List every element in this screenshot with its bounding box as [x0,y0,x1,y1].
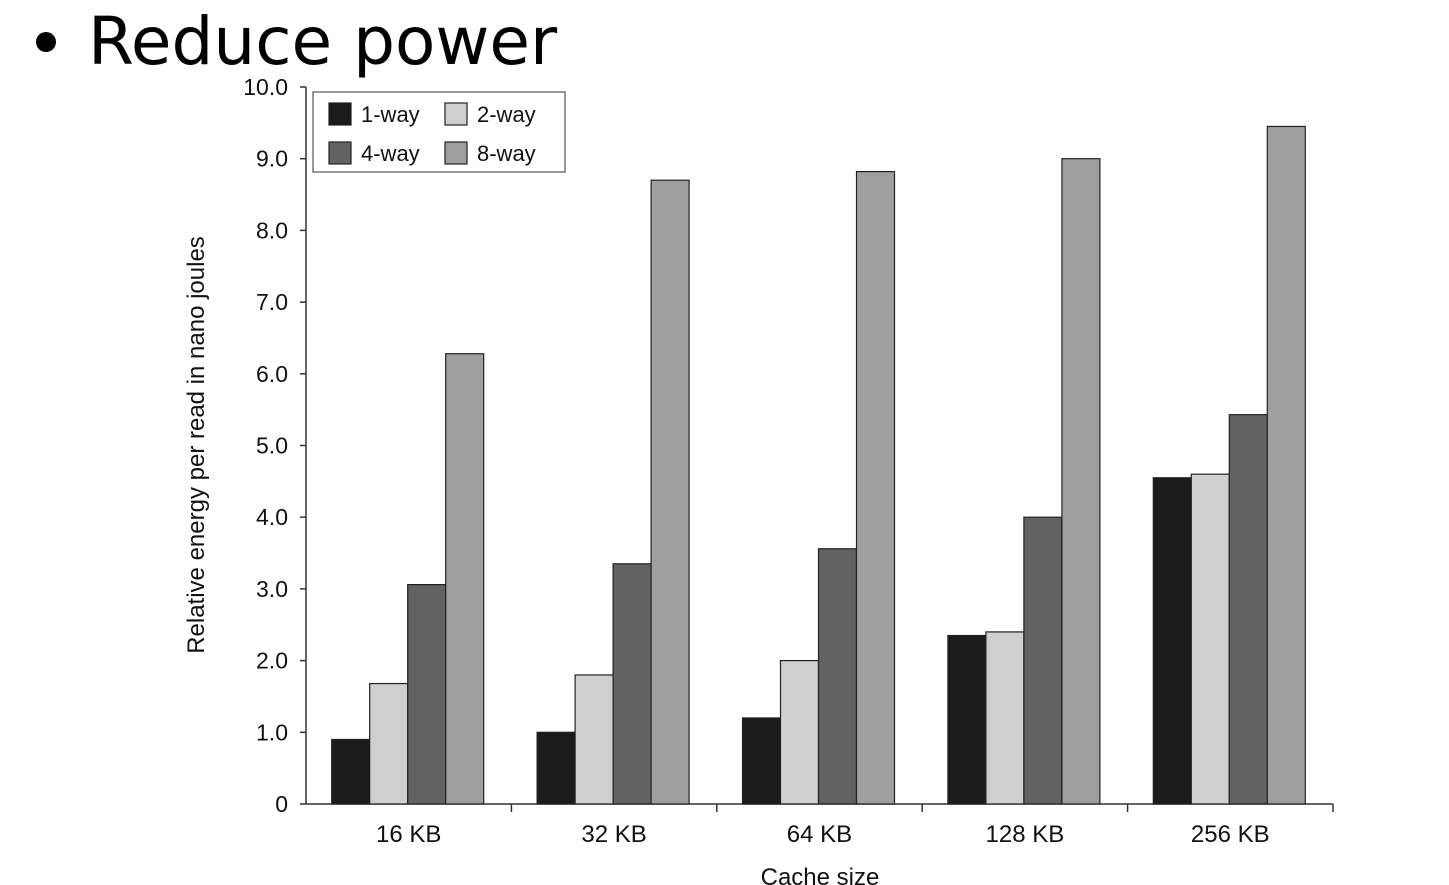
bar-2-way [779,659,820,805]
bar-4-way [407,583,447,805]
chart-legend: 1-way 2-way 4-way 8-way [312,91,566,173]
slide-heading: Reduce power [88,3,558,80]
legend-box [312,91,566,173]
y-tick-label: 6.0 [256,361,288,387]
bar-2-way [1190,473,1230,805]
bar-4-way [1023,516,1063,805]
y-tick-label: 10.0 [243,74,288,100]
legend-swatch [444,141,468,165]
y-tick-label: 8.0 [256,217,288,243]
bar-4-way [817,548,858,805]
legend-label: 2-way [477,102,536,127]
bullet-point: Reduce power [36,2,557,82]
legend-swatch [328,102,352,126]
y-tick-label: 3.0 [256,576,288,602]
bar-2-way [985,631,1025,805]
legend-label: 4-way [361,141,420,166]
x-axis-title: Cache size [761,864,880,885]
y-axis-title: Relative energy per read in nano joules [183,236,210,654]
y-tick-label: 2.0 [256,648,288,674]
bar-1-way [331,738,371,805]
y-tick-label: 5.0 [256,433,288,459]
y-tick-label: 9.0 [256,146,288,172]
bar-8-way [1266,125,1306,805]
bar-1-way [536,731,576,805]
chart-bars [331,125,1306,805]
legend-label: 1-way [361,102,420,127]
x-tick-label: 16 KB [376,821,441,848]
bar-1-way [741,717,782,805]
y-tick-label: 7.0 [256,289,288,315]
bar-8-way [650,179,690,805]
legend-swatch [444,102,468,126]
bullet-icon [36,32,56,52]
bar-1-way [1152,477,1192,805]
bar-1-way [947,634,987,805]
bar-8-way [445,353,485,805]
legend-swatch [328,141,352,165]
bar-4-way [612,563,652,805]
legend-label: 8-way [477,141,536,166]
x-tick-label: 64 KB [787,821,852,848]
y-tick-label: 1.0 [256,719,288,745]
x-tick-label: 32 KB [581,821,646,848]
x-tick-label: 128 KB [986,821,1065,848]
y-tick-label: 0 [275,791,288,817]
bar-8-way [1061,158,1101,805]
bar-2-way [574,674,614,805]
chart-axes: 0 1.0 2.0 3.0 4.0 5.0 6.0 7.0 8.0 9.0 10.0 16 KB 32 … [243,74,1334,848]
x-tick-label: 256 KB [1191,821,1270,848]
bar-4-way [1228,414,1268,805]
bar-2-way [369,682,409,805]
bar-8-way [855,171,896,805]
y-tick-label: 4.0 [256,504,288,530]
